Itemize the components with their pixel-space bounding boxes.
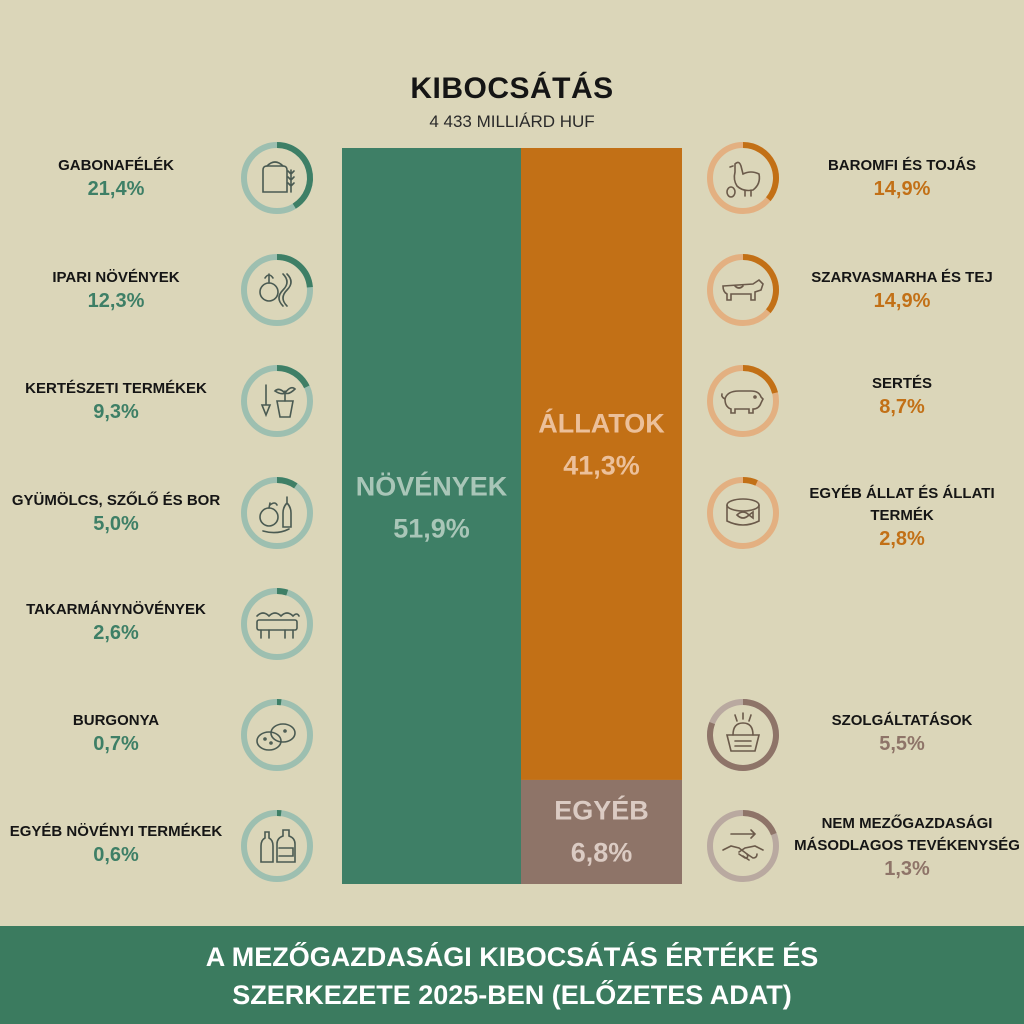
bar-segment-animals — [521, 148, 682, 780]
label-egyeb-novenyi-termekek: EGYÉB NÖVÉNYI TERMÉKEK 0,6% — [0, 823, 232, 867]
footer-banner: A MEZŐGAZDASÁGI KIBOCSÁTÁS ÉRTÉKE ÉS SZE… — [0, 926, 1024, 1024]
label-name: SZARVASMARHA ÉS TEJ — [811, 269, 993, 286]
label-name: KERTÉSZETI TERMÉKEK — [25, 380, 207, 397]
label-name: TAKARMÁNYNÖVÉNYEK — [26, 601, 206, 618]
label-burgonya: BURGONYA 0,7% — [0, 712, 232, 756]
bar-label-plants-name: NÖVÉNYEK — [356, 470, 508, 501]
label-nem-mezogazdasagi: NEM MEZŐGAZDASÁGI MÁSODLAGOS TEVÉKENYSÉG… — [790, 815, 1024, 881]
footer-line-1: A MEZŐGAZDASÁGI KIBOCSÁTÁS ÉRTÉKE ÉS — [205, 942, 819, 972]
label-name-line2: MÁSODLAGOS TEVÉKENYSÉG — [794, 837, 1020, 854]
label-baromfi-es-tojas: BAROMFI ÉS TOJÁS 14,9% — [790, 157, 1014, 201]
label-name-line1: EGYÉB ÁLLAT ÉS ÁLLATI — [809, 485, 995, 502]
label-value: 8,7% — [879, 396, 925, 418]
label-value: 5,5% — [879, 733, 925, 755]
label-value: 0,6% — [93, 844, 139, 866]
bar-segment-plants — [342, 148, 521, 884]
label-gabonafelek: GABONAFÉLÉK 21,4% — [0, 157, 232, 201]
bar-segment-other — [521, 779, 682, 884]
label-value: 21,4% — [87, 178, 145, 200]
fruit-wine-icon — [239, 475, 315, 551]
handshake-icon — [705, 808, 781, 884]
bar-label-animals-name: ÁLLATOK — [538, 407, 665, 438]
feed-trough-icon — [239, 586, 315, 662]
label-ipari-novenyek: IPARI NÖVÉNYEK 12,3% — [0, 269, 232, 313]
label-value: 5,0% — [93, 513, 139, 535]
label-szarvasmarha-es-tej: SZARVASMARHA ÉS TEJ 14,9% — [790, 269, 1014, 313]
potato-icon — [239, 697, 315, 773]
basket-icon — [705, 697, 781, 773]
pig-icon — [705, 363, 781, 439]
label-value: 1,3% — [884, 858, 930, 880]
label-value: 12,3% — [87, 290, 145, 312]
seedling-pot-icon — [239, 363, 315, 439]
wheat-sack-icon — [239, 140, 315, 216]
chicken-egg-icon — [705, 140, 781, 216]
label-name: SERTÉS — [871, 375, 932, 392]
bottles-icon — [239, 808, 315, 884]
label-egyeb-allat: EGYÉB ÁLLAT ÉS ÁLLATI TERMÉK 2,8% — [790, 485, 1014, 551]
bar-label-plants-value: 51,9% — [393, 513, 470, 543]
label-value: 0,7% — [93, 733, 139, 755]
label-takarmanynovenyek: TAKARMÁNYNÖVÉNYEK 2,6% — [0, 601, 232, 645]
cow-icon — [705, 252, 781, 328]
label-name: SZOLGÁLTATÁSOK — [831, 712, 973, 729]
label-gyumolcs-szolo-bor: GYÜMÖLCS, SZŐLŐ ÉS BOR 5,0% — [0, 492, 232, 536]
label-sertes: SERTÉS 8,7% — [790, 375, 1014, 419]
footer-line-2: SZERKEZETE 2025-BEN (ELŐZETES ADAT) — [232, 980, 792, 1010]
label-value: 2,6% — [93, 622, 139, 644]
bar-label-other-value: 6,8% — [571, 837, 633, 867]
label-name-line1: NEM MEZŐGAZDASÁGI — [821, 815, 993, 832]
label-name: BAROMFI ÉS TOJÁS — [827, 157, 977, 174]
label-name-line2: TERMÉK — [870, 507, 934, 524]
fish-can-icon — [705, 475, 781, 551]
bar-label-animals-value: 41,3% — [563, 450, 640, 480]
label-name: IPARI NÖVÉNYEK — [52, 269, 180, 286]
label-name: GABONAFÉLÉK — [58, 157, 174, 174]
label-value: 14,9% — [873, 290, 931, 312]
label-value: 9,3% — [93, 401, 139, 423]
label-value: 14,9% — [873, 178, 931, 200]
label-szolgaltatasok: SZOLGÁLTATÁSOK 5,5% — [790, 712, 1014, 756]
bar-label-other-name: EGYÉB — [554, 794, 649, 825]
chart-subtitle: 4 433 MILLIÁRD HUF — [429, 112, 595, 131]
label-name: BURGONYA — [72, 712, 160, 729]
industrial-plants-icon — [239, 252, 315, 328]
label-value: 2,8% — [879, 528, 925, 550]
chart-title: KIBOCSÁTÁS — [410, 72, 614, 105]
label-name: GYÜMÖLCS, SZŐLŐ ÉS BOR — [11, 492, 221, 509]
label-name: EGYÉB NÖVÉNYI TERMÉKEK — [9, 823, 223, 840]
label-kerteszeti-termekek: KERTÉSZETI TERMÉKEK 9,3% — [0, 380, 232, 424]
